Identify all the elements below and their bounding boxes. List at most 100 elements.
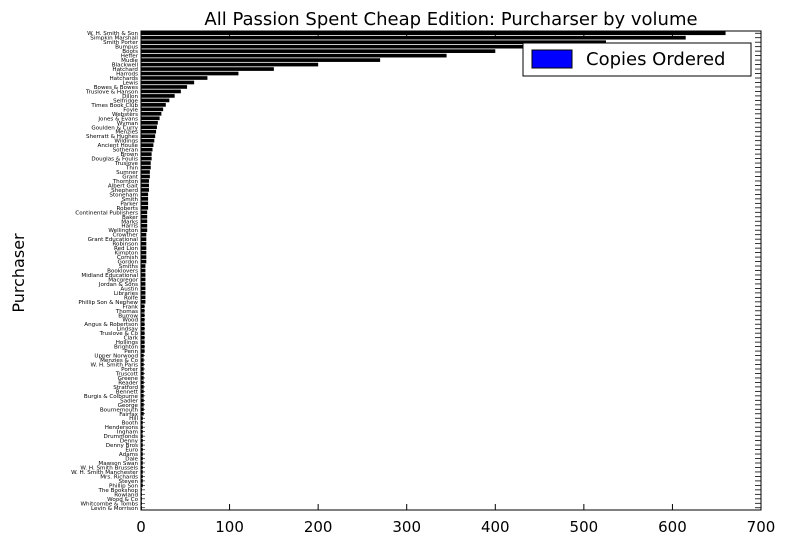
bar <box>141 116 160 121</box>
y-tick-label: Kimpton <box>115 251 139 257</box>
bar <box>141 94 175 98</box>
y-tick-label: Hill <box>129 416 138 422</box>
y-tick-label: Upper Norwood <box>94 354 138 360</box>
bar <box>141 174 150 179</box>
bar <box>141 134 156 139</box>
y-tick-label: Bennett <box>116 389 139 395</box>
y-tick-label: Harrods <box>116 72 138 78</box>
y-tick-label: George <box>118 403 139 409</box>
y-tick-label: Baker <box>122 215 139 221</box>
x-tick-label: 100 <box>215 518 244 536</box>
y-tick-label: Boots <box>122 49 138 55</box>
y-tick-label: Wildings <box>114 139 138 145</box>
y-tick-label: Grant <box>122 174 139 180</box>
y-tick-label: Foyle <box>123 107 138 113</box>
y-tick-label: Smith <box>122 197 139 203</box>
y-tick-label: Austin <box>120 286 138 292</box>
bar <box>141 107 164 112</box>
y-tick-label: Douglas & Foulis <box>91 157 138 163</box>
x-tick-label: 700 <box>747 518 776 536</box>
y-tick-label: Ingham <box>117 430 138 436</box>
legend-swatch <box>531 49 573 69</box>
y-tick-label: Steven <box>119 479 139 485</box>
y-tick-label: Phillip Son & Nephew <box>78 300 138 306</box>
y-tick-label: Porter <box>121 367 139 373</box>
x-tick-label: 300 <box>392 518 421 536</box>
y-tick-label: Menzies <box>115 130 138 136</box>
y-tick-label: Mudie <box>121 58 138 64</box>
bar <box>141 138 155 143</box>
y-tick-label: Whitcombe & Tombs <box>81 501 139 507</box>
y-tick-label: Crowther <box>112 233 138 239</box>
y-tick-label: Sotheran <box>113 148 139 154</box>
y-tick-label: Heffer <box>121 54 139 60</box>
y-tick-label: Grant Educational <box>88 237 139 243</box>
bar <box>141 35 686 40</box>
y-tick-label: Wood <box>122 318 138 324</box>
legend-label: Copies Ordered <box>586 49 725 70</box>
y-tick-label: Stratford <box>113 385 138 391</box>
y-tick-label: Smith Porter <box>103 40 139 46</box>
bar <box>141 152 152 156</box>
bar <box>141 170 150 174</box>
y-tick-label: Rolfe <box>124 295 139 301</box>
y-tick-label: Shepherd <box>111 188 138 194</box>
y-tick-label: Gordon <box>118 260 139 266</box>
y-tick-label: Mrs. Richards <box>100 474 138 480</box>
y-tick-label: Websters <box>112 112 138 118</box>
y-tick-label: Penn <box>124 349 138 355</box>
y-tick-label: Hatchards <box>109 76 138 82</box>
y-tick-label: Dale <box>125 457 138 463</box>
y-tick-label: Rowland <box>114 492 138 498</box>
x-tick-label: 0 <box>136 518 146 536</box>
y-tick-label: Parker <box>120 201 138 207</box>
y-tick-label: Continental Publishers <box>75 210 138 216</box>
y-tick-label: Lindsay <box>117 327 139 333</box>
x-tick-label: 600 <box>658 518 687 536</box>
y-tick-label: Hatchard <box>112 67 138 73</box>
y-tick-label: Brown <box>120 152 138 158</box>
bar <box>141 98 170 103</box>
bar <box>141 44 544 49</box>
y-tick-label: Adams <box>119 452 138 458</box>
y-tick-label: Dillon <box>122 94 138 100</box>
y-tick-label: Sadler <box>120 398 139 404</box>
y-tick-label: Simpkin Marshall <box>90 36 138 42</box>
y-tick-label: Drummonds <box>104 434 139 440</box>
y-tick-label: Lewis <box>122 80 138 86</box>
x-tick-label: 500 <box>570 518 599 536</box>
bar <box>141 156 152 161</box>
bar <box>141 40 606 45</box>
y-tick-label: Burrow <box>118 313 138 319</box>
bar <box>141 67 274 71</box>
y-tick-label: Brighton <box>114 345 138 351</box>
bar <box>141 53 447 58</box>
y-tick-label: Wood & Co <box>107 497 138 503</box>
y-tick-label: Hollings <box>116 340 138 346</box>
bar <box>141 76 208 80</box>
y-tick-label: Jones & Evans <box>97 116 138 122</box>
x-tick-label: 200 <box>304 518 333 536</box>
bar <box>141 80 195 85</box>
y-tick-label: Thomas <box>115 309 138 315</box>
y-tick-label: Wellington <box>108 228 138 234</box>
y-tick-label: Jordan & Sons <box>98 282 138 288</box>
bar <box>141 129 157 134</box>
bar <box>141 125 157 130</box>
y-tick-label: Hendersons <box>105 425 138 431</box>
y-tick-label: Wyman <box>117 121 139 127</box>
y-tick-label: W. H. Smith Manchester <box>71 470 139 476</box>
y-tick-label: Phillip Son <box>109 483 138 489</box>
y-tick-label: Selfridge <box>113 98 138 104</box>
bar <box>141 31 726 36</box>
y-tick-label: Mawson Swan <box>98 461 138 467</box>
y-ticks-layer <box>141 32 761 509</box>
y-tick-label: Thornton <box>112 179 139 185</box>
x-ticks-layer: 0 100 200 300 400 500 600 700 <box>136 31 775 536</box>
y-tick-label: Stoneham <box>109 192 138 198</box>
bar <box>141 62 319 67</box>
y-tick-label: Ancient House <box>98 143 139 149</box>
y-tick-label: Thin <box>125 166 139 172</box>
